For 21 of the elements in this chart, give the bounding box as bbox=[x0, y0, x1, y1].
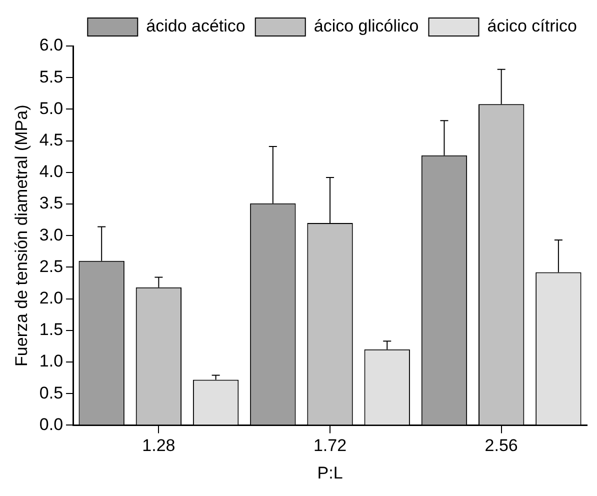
legend-label: ácico glicólico bbox=[314, 16, 419, 36]
legend-label: ácido acético bbox=[146, 16, 246, 36]
y-tick-label: 3.5 bbox=[39, 194, 64, 213]
y-tick-label: 1.5 bbox=[39, 320, 64, 340]
legend-label: ácico cítrico bbox=[487, 16, 577, 36]
y-tick-label: 0.5 bbox=[39, 383, 64, 402]
y-tick-label: 3.0 bbox=[39, 225, 64, 244]
x-axis-title: P:L bbox=[317, 463, 343, 482]
y-tick-label: 4.5 bbox=[39, 130, 64, 150]
y-tick-label: 0.0 bbox=[39, 414, 64, 434]
y-tick-label: 5.5 bbox=[39, 67, 64, 86]
y-tick-label: 2.5 bbox=[39, 256, 64, 276]
x-tick-label: 1.28 bbox=[142, 436, 176, 456]
x-tick-label: 1.72 bbox=[313, 436, 347, 456]
y-tick-label: 6.0 bbox=[39, 36, 64, 55]
y-tick-label: 5.0 bbox=[39, 98, 64, 118]
y-axis-title: Fuerza de tensión diametral (MPa) bbox=[12, 104, 31, 366]
y-tick-label: 2.0 bbox=[39, 288, 64, 308]
y-tick-label: 1.0 bbox=[39, 352, 64, 371]
x-tick-label: 2.56 bbox=[484, 436, 518, 456]
y-tick-label: 4.0 bbox=[39, 162, 64, 182]
